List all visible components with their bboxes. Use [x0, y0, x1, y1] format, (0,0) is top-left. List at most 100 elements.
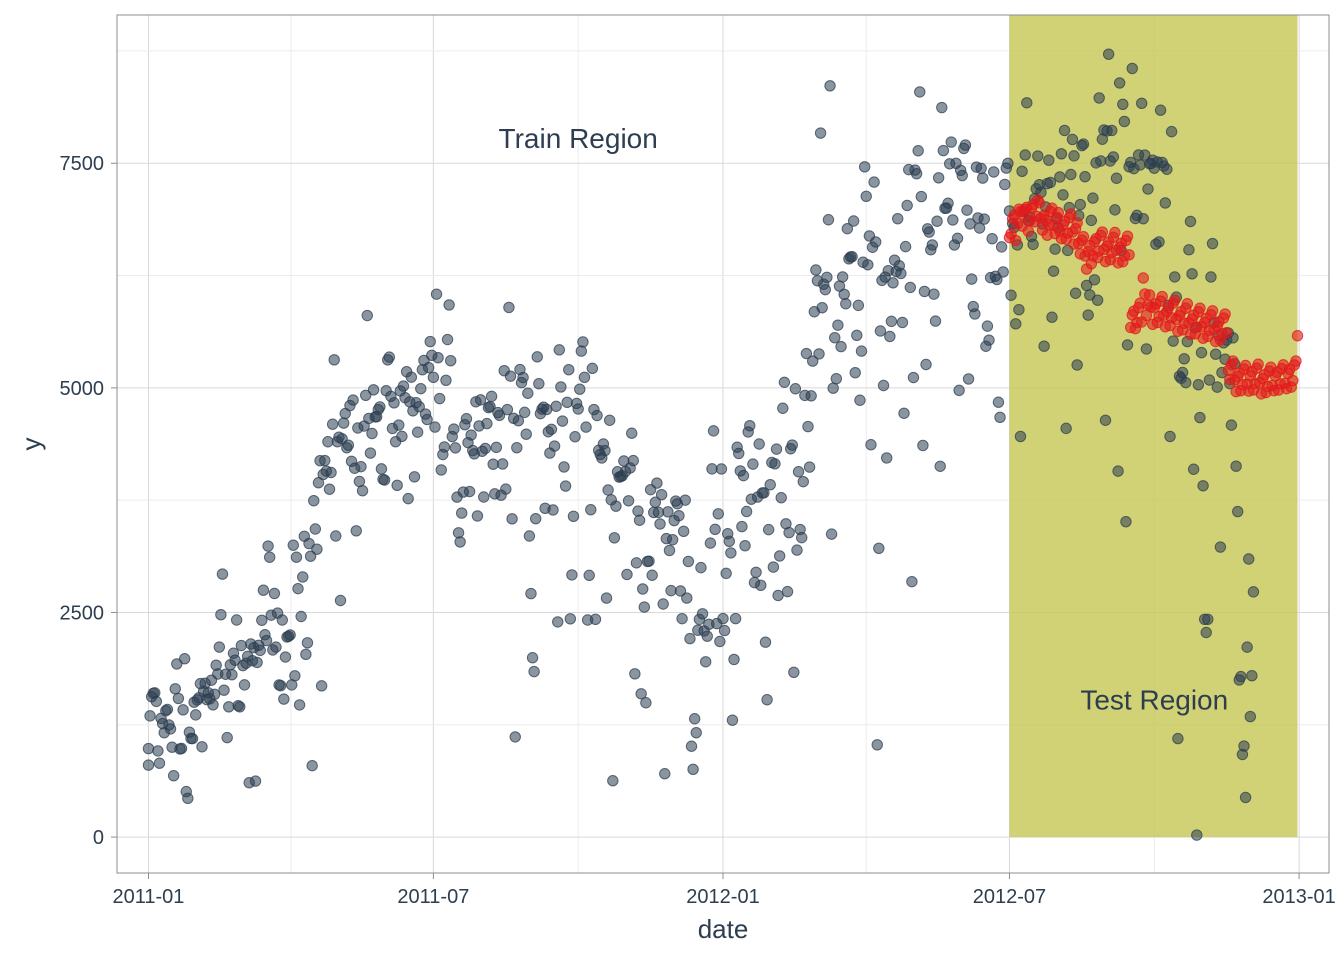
actual-point — [503, 301, 515, 314]
actual-point — [152, 745, 164, 757]
actual-point — [575, 345, 588, 357]
actual-point — [422, 361, 435, 374]
actual-point — [270, 641, 282, 653]
actual-point — [167, 770, 180, 782]
actual-point — [374, 401, 386, 413]
actual-point — [490, 441, 503, 454]
actual-point — [786, 439, 798, 451]
actual-point — [454, 536, 466, 548]
prediction-point — [1227, 355, 1239, 367]
actual-point — [1246, 670, 1258, 682]
actual-point — [304, 550, 317, 562]
actual-point — [481, 417, 493, 430]
actual-point — [556, 415, 569, 427]
actual-point — [829, 332, 841, 344]
actual-point — [835, 340, 847, 353]
actual-point — [429, 421, 441, 433]
actual-point — [1077, 138, 1090, 150]
actual-point — [421, 413, 433, 426]
actual-point — [983, 334, 995, 346]
actual-point — [677, 525, 690, 538]
actual-point — [1112, 465, 1124, 477]
actual-point — [651, 477, 663, 489]
actual-point — [643, 555, 655, 567]
actual-point — [308, 494, 320, 507]
actual-point — [1014, 430, 1027, 443]
x-axis-ticks: 2011-01 2011-07 2012-01 2012-07 2013-01 — [113, 873, 1336, 908]
actual-point — [896, 316, 909, 329]
actual-point — [433, 392, 446, 405]
x-tick-label: 2011-07 — [397, 886, 469, 908]
prediction-point — [1109, 226, 1121, 239]
actual-point — [1043, 154, 1055, 166]
actual-point — [465, 429, 477, 441]
actual-point — [657, 598, 669, 610]
actual-point — [923, 226, 935, 238]
prediction-point — [1181, 298, 1194, 310]
actual-point — [755, 579, 767, 592]
actual-point — [986, 233, 998, 245]
actual-point — [978, 213, 990, 225]
actual-point — [877, 379, 890, 392]
actual-point — [485, 390, 498, 403]
actual-point — [1154, 104, 1167, 116]
actual-point — [917, 439, 929, 452]
x-axis-title: date — [698, 914, 749, 944]
actual-point — [292, 582, 304, 595]
actual-point — [541, 403, 553, 416]
actual-point — [977, 172, 989, 184]
actual-point — [630, 557, 643, 569]
actual-point — [164, 723, 177, 735]
actual-point — [522, 387, 534, 399]
actual-point — [1102, 48, 1115, 60]
actual-point — [518, 406, 531, 419]
actual-point — [347, 394, 359, 406]
actual-point — [1057, 189, 1069, 201]
actual-point — [408, 471, 421, 483]
actual-point — [622, 495, 635, 507]
actual-point — [500, 483, 512, 495]
actual-point — [430, 288, 443, 300]
actual-point — [1021, 97, 1033, 109]
prediction-point — [1121, 230, 1134, 242]
actual-point — [297, 571, 309, 583]
actual-point — [825, 528, 838, 540]
actual-point — [1140, 343, 1153, 355]
actual-point — [884, 330, 896, 343]
actual-point — [926, 239, 939, 251]
actual-point — [781, 585, 794, 598]
actual-point — [1013, 303, 1025, 316]
actual-point — [633, 514, 646, 526]
prediction-point — [1143, 289, 1156, 301]
actual-point — [319, 454, 331, 467]
actual-point — [929, 315, 942, 327]
actual-point — [736, 520, 748, 533]
actual-series — [142, 48, 1260, 841]
actual-point — [704, 537, 717, 549]
actual-point — [279, 651, 292, 663]
actual-point — [309, 523, 322, 535]
actual-point — [563, 363, 575, 376]
actual-point — [792, 466, 805, 478]
actual-point — [463, 485, 476, 498]
actual-point — [1071, 359, 1083, 371]
actual-point — [274, 679, 287, 692]
actual-point — [1134, 159, 1146, 171]
actual-point — [1142, 183, 1154, 195]
actual-point — [992, 396, 1005, 408]
actual-point — [567, 510, 580, 523]
prediction-series — [1003, 194, 1304, 400]
actual-point — [284, 629, 296, 641]
actual-point — [1194, 411, 1206, 424]
actual-point — [263, 551, 276, 563]
actual-point — [169, 683, 181, 695]
actual-point — [552, 616, 564, 628]
prediction-point — [1287, 374, 1299, 387]
actual-point — [959, 139, 972, 151]
actual-point — [262, 540, 274, 552]
actual-point — [674, 585, 687, 597]
actual-point — [1117, 98, 1129, 111]
x-tick-label: 2012-07 — [973, 886, 1046, 908]
actual-point — [293, 699, 306, 711]
actual-point — [1241, 641, 1253, 653]
